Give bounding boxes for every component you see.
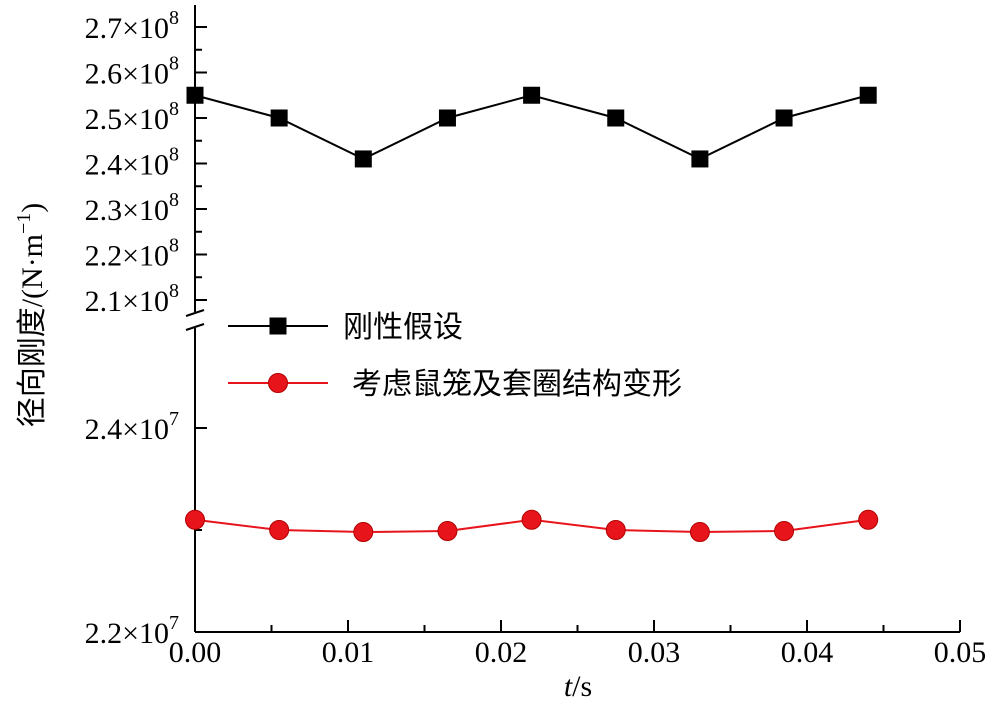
x-axis-title: t/s — [564, 670, 592, 703]
series-1-point — [354, 150, 372, 168]
axis-break-mark — [185, 323, 205, 331]
y-upper-tick-mantissa: 2.3×10 — [85, 194, 169, 227]
x-tick-label: 0.01 — [322, 636, 375, 669]
y-upper-tick-exponent: 8 — [169, 98, 179, 120]
svg-text:径向刚度/(N·m−1): 径向刚度/(N·m−1) — [13, 203, 49, 428]
y-upper-tick-label: 2.1×108 — [85, 280, 179, 318]
x-axis-title-italic: t — [564, 670, 573, 703]
legend-label: 考虑鼠笼及套圈结构变形 — [352, 367, 682, 402]
y-lower-tick-exponent: 7 — [169, 408, 179, 430]
legend-label: 刚性假设 — [343, 310, 463, 345]
y-upper-tick-exponent: 8 — [169, 189, 179, 211]
x-tick-label: 0.03 — [628, 636, 681, 669]
series-2-point — [353, 522, 374, 543]
y-upper-tick-mantissa: 2.6×10 — [85, 58, 169, 91]
series-2-point — [605, 520, 626, 540]
legend-marker — [269, 317, 287, 335]
y-upper-tick-label: 2.2×108 — [85, 235, 179, 273]
series-2-point — [185, 509, 205, 530]
y-lower-tick-label: 2.2×107 — [85, 612, 179, 650]
x-tick-label: 0.00 — [169, 636, 222, 669]
y-upper-tick-exponent: 8 — [169, 7, 179, 29]
series-1-point — [438, 109, 456, 127]
y-axis-title-sup: −1 — [13, 213, 35, 234]
y-lower-tick-exponent: 7 — [169, 612, 179, 634]
series-2-point — [437, 521, 458, 542]
y-upper-tick-label: 2.3×108 — [85, 189, 179, 227]
series-1-point — [607, 109, 625, 127]
y-upper-tick-mantissa: 2.4×10 — [85, 149, 169, 182]
y-upper-tick-mantissa: 2.1×10 — [85, 285, 169, 318]
y-upper-tick-label: 2.4×108 — [85, 144, 179, 182]
series-2-point — [774, 521, 795, 542]
y-upper-tick-label: 2.5×108 — [85, 98, 179, 136]
axis-break-mark — [185, 309, 205, 317]
series-1-point — [775, 109, 793, 127]
x-tick-label: 0.05 — [934, 636, 987, 669]
axes: 0.00 0.01 0.02 0.03 0.04 0.052.1×1082.2×1082.… — [85, 5, 987, 669]
legend-item: 考虑鼠笼及套圈结构变形 — [228, 367, 682, 402]
y-lower-tick-label: 2.4×107 — [85, 408, 179, 446]
series-1-line — [194, 94, 869, 161]
legend-item: 刚性假设 — [228, 310, 463, 345]
y-lower-tick-mantissa: 2.2×10 — [85, 617, 169, 650]
x-axis-title-unit: /s — [572, 670, 592, 703]
series-2-point — [689, 522, 710, 543]
y-upper-tick-exponent: 8 — [169, 144, 179, 166]
y-lower-tick-mantissa: 2.4×10 — [85, 413, 169, 446]
y-upper-tick-mantissa: 2.5×10 — [85, 103, 169, 136]
series-layer — [185, 86, 879, 543]
y-axis-title-close: ) — [16, 203, 49, 213]
y-upper-tick-exponent: 8 — [169, 280, 179, 302]
y-upper-tick-exponent: 8 — [169, 53, 179, 75]
series-1-point — [186, 86, 204, 104]
series-1-point — [270, 109, 288, 127]
series-2-point — [858, 509, 879, 530]
x-tick-label: 0.02 — [475, 636, 528, 669]
x-tick-label: 0.04 — [781, 636, 834, 669]
y-upper-tick-label: 2.6×108 — [85, 53, 179, 91]
y-upper-tick-exponent: 8 — [169, 235, 179, 257]
legend-marker — [268, 373, 288, 393]
series-2-point — [269, 520, 290, 540]
y-axis-title: 径向刚度/(N·m−1) — [13, 203, 49, 428]
series-2-point — [521, 509, 542, 530]
y-upper-tick-mantissa: 2.2×10 — [85, 240, 169, 273]
y-axis-title-main: 径向刚度/(N·m — [16, 234, 49, 427]
y-upper-tick-mantissa: 2.7×10 — [85, 12, 169, 45]
series-1-point — [691, 150, 709, 168]
y-upper-tick-label: 2.7×108 — [85, 7, 179, 45]
series-1-point — [523, 86, 541, 104]
series-1-point — [859, 86, 877, 104]
